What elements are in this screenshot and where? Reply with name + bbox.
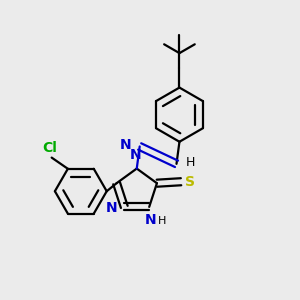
Text: N: N — [145, 213, 157, 227]
Text: H: H — [158, 216, 166, 226]
Text: N: N — [120, 138, 131, 152]
Text: N: N — [130, 148, 141, 162]
Text: Cl: Cl — [42, 141, 57, 154]
Text: H: H — [185, 156, 195, 169]
Text: S: S — [184, 175, 195, 189]
Text: N: N — [106, 201, 118, 215]
